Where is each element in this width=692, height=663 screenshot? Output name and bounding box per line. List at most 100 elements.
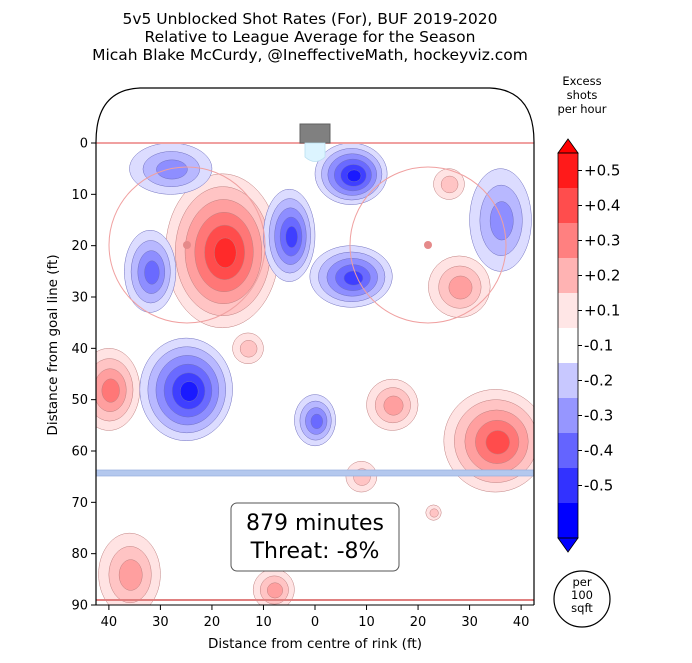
heat-contour xyxy=(266,582,283,599)
faceoff-circle-right xyxy=(349,166,507,324)
colorbar-title-line: Excess xyxy=(562,74,601,88)
y-tick-label: 60 xyxy=(71,445,88,460)
y-tick-label: 0 xyxy=(80,137,88,152)
colorbar-tick-label: -0.3 xyxy=(584,407,613,425)
heat-contour xyxy=(285,226,298,248)
x-tick-label: 40 xyxy=(513,615,530,630)
colorbar-tick-label: +0.4 xyxy=(584,197,620,215)
x-tick-label: 0 xyxy=(311,615,319,630)
chart-credit: Micah Blake McCurdy, @IneffectiveMath, h… xyxy=(92,46,528,64)
x-tick-label: 10 xyxy=(358,615,375,630)
heat-blob xyxy=(96,348,141,431)
faceoff-circle-left xyxy=(108,166,266,324)
y-tick-label: 90 xyxy=(71,599,88,614)
heat-blob xyxy=(165,173,280,329)
units-line: 100 xyxy=(571,588,593,602)
colorbar-segment xyxy=(558,188,578,224)
colorbar-segment xyxy=(558,398,578,434)
colorbar-segment xyxy=(558,223,578,259)
faceoff-dot-right xyxy=(424,241,432,249)
goal-crease xyxy=(304,142,326,162)
x-tick-label: 10 xyxy=(255,615,272,630)
units-line: per xyxy=(572,575,591,589)
colorbar: +0.5 +0.4 +0.3 +0.2 +0.1 -0.1 -0.2 -0.3 -0.4 -0.5 xyxy=(557,138,620,553)
colorbar-segment xyxy=(558,293,578,329)
colorbar-segment xyxy=(558,503,578,539)
colorbar-tick-label: -0.1 xyxy=(584,337,613,355)
rink-markings xyxy=(95,87,535,606)
x-axis-label: Distance from centre of rink (ft) xyxy=(208,636,422,652)
colorbar-tick-label: +0.3 xyxy=(584,232,620,250)
heat-blob xyxy=(124,230,177,313)
heat-contour xyxy=(144,260,160,285)
heat-blob xyxy=(309,245,393,308)
y-tick-label: 40 xyxy=(71,342,88,357)
colorbar-segment xyxy=(558,433,578,469)
x-tick-label: 30 xyxy=(152,615,169,630)
heat-blob xyxy=(428,255,491,318)
colorbar-segment xyxy=(558,258,578,294)
annotation-box: 879 minutes Threat: -8% xyxy=(230,502,400,572)
heat-blob xyxy=(252,568,295,605)
heat-contour xyxy=(101,378,120,403)
heat-contour xyxy=(346,169,362,183)
colorbar-tick-label: -0.4 xyxy=(584,442,613,460)
heat-contour xyxy=(429,508,439,518)
heat-blob xyxy=(314,142,388,205)
colorbar-top-arrow xyxy=(557,138,579,154)
heat-blob xyxy=(294,394,336,447)
x-tick-label: 40 xyxy=(101,615,118,630)
colorbar-title-line: shots xyxy=(567,88,598,102)
heat-contour xyxy=(118,559,143,591)
colorbar-segment xyxy=(558,363,578,399)
colorbar-title-line: per hour xyxy=(557,102,606,116)
heat-blob xyxy=(433,168,465,200)
chart-subtitle: Relative to League Average for the Seaso… xyxy=(144,28,476,46)
colorbar-tick-label: +0.1 xyxy=(584,302,620,320)
x-axis: 40 30 20 10 0 10 20 30 40 xyxy=(101,605,530,630)
heat-contour xyxy=(156,159,188,180)
y-tick-label: 50 xyxy=(71,393,88,408)
y-axis-label: Distance from goal line (ft) xyxy=(45,254,61,435)
heat-blob xyxy=(469,168,532,272)
y-tick-label: 10 xyxy=(71,188,88,203)
goal-net xyxy=(299,123,331,144)
colorbar-tick-label: -0.2 xyxy=(584,372,613,390)
colorbar-tick-label: +0.5 xyxy=(584,162,620,180)
heat-blob xyxy=(139,337,233,441)
heat-blob xyxy=(263,188,316,282)
heat-blob xyxy=(232,332,264,364)
colorbar-tick-label: +0.2 xyxy=(584,267,620,285)
x-tick-label: 20 xyxy=(410,615,427,630)
heatmap-contours xyxy=(96,142,534,605)
colorbar-segment xyxy=(558,328,578,364)
units-line: sqft xyxy=(571,601,593,615)
threat-label: Threat: -8% xyxy=(250,539,380,564)
y-tick-label: 70 xyxy=(71,496,88,511)
heat-contour xyxy=(448,275,473,300)
y-tick-label: 80 xyxy=(71,547,88,562)
y-tick-label: 30 xyxy=(71,291,88,306)
chart-title: 5v5 Unblocked Shot Rates (For), BUF 2019… xyxy=(122,10,498,28)
heat-contour xyxy=(343,270,364,286)
heat-blob xyxy=(425,504,442,521)
blue-line xyxy=(95,469,535,477)
colorbar-segment xyxy=(558,468,578,504)
minutes-label: 879 minutes xyxy=(246,511,384,536)
y-tick-label: 20 xyxy=(71,239,88,254)
faceoff-dot-left xyxy=(183,241,191,249)
y-axis: 0 10 20 30 40 50 60 70 80 90 xyxy=(71,137,96,614)
heat-contour xyxy=(485,430,510,455)
heat-contour xyxy=(440,175,459,194)
units-badge xyxy=(553,570,611,628)
x-tick-label: 20 xyxy=(204,615,221,630)
heat-blob xyxy=(366,378,419,431)
heat-contour xyxy=(179,381,199,402)
colorbar-segment xyxy=(558,153,578,189)
heat-contour xyxy=(239,340,258,358)
heat-contour xyxy=(214,237,237,268)
colorbar-tick-label: -0.5 xyxy=(584,477,613,495)
